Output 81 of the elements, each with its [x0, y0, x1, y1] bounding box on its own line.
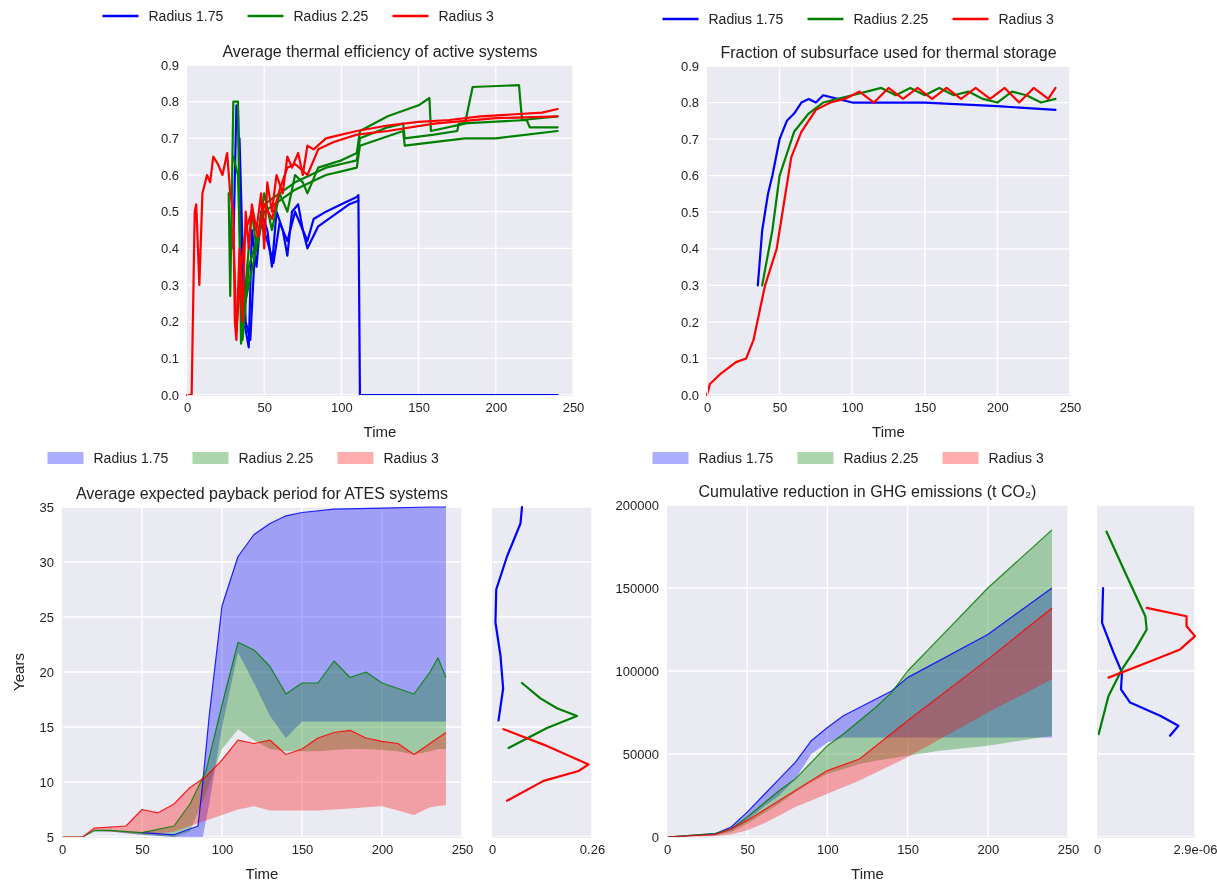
x-tick-label: 50 — [740, 842, 755, 858]
legend-label: Radius 3 — [988, 450, 1044, 466]
legend-label: Radius 3 — [998, 11, 1054, 27]
y-tick-label: 30 — [39, 554, 54, 570]
x-tick-label: 150 — [408, 400, 430, 416]
y-tick-label: 20 — [39, 664, 54, 680]
y-tick-label: 0 — [651, 829, 659, 845]
legend-label: Radius 1.75 — [698, 450, 774, 466]
x-tick-label: 250 — [1057, 842, 1080, 858]
x-tick-label: 200 — [987, 400, 1009, 416]
x-tick-label: 0 — [663, 842, 672, 858]
y-tick-label: 0.7 — [160, 130, 179, 146]
y-tick-label: 200000 — [615, 497, 659, 513]
legend-label: Radius 2.25 — [238, 450, 314, 466]
x-tick-label: 200 — [977, 842, 1000, 858]
x-tick-label: 250 — [562, 400, 585, 416]
x-tick-label: 2.9e-06 — [1173, 842, 1217, 858]
y-tick-label: 0.4 — [680, 241, 699, 257]
chart-title: Average expected payback period for ATES systems — [75, 485, 449, 502]
x-tick-label: 0 — [58, 842, 67, 858]
y-tick-label: 5 — [46, 829, 54, 845]
x-tick-label: 0 — [1093, 842, 1102, 858]
y-tick-label: 0.0 — [160, 387, 179, 403]
x-tick-label: 100 — [841, 400, 864, 416]
y-tick-label: 0.6 — [160, 167, 179, 183]
y-tick-label: 0.2 — [160, 314, 179, 330]
y-tick-label: 150000 — [615, 580, 659, 596]
x-tick-label: 0.26 — [579, 842, 606, 858]
chart-title: Fraction of subsurface used for thermal storage — [720, 44, 1057, 61]
y-tick-label: 35 — [39, 499, 54, 515]
y-tick-label: 0.8 — [160, 94, 179, 110]
legend-label: Radius 2.25 — [853, 11, 929, 27]
x-tick-label: 50 — [135, 842, 150, 858]
x-tick-label: 200 — [371, 842, 394, 858]
chart-title: Cumulative reduction in GHG emissions (t CO₂) — [698, 483, 1037, 500]
x-tick-label: 200 — [485, 400, 508, 416]
legend-label: Radius 1.75 — [148, 8, 224, 24]
y-tick-label: 0.4 — [160, 240, 179, 256]
x-tick-label: 250 — [451, 842, 474, 858]
x-tick-label: 100 — [211, 842, 234, 858]
legend-label: Radius 3 — [438, 8, 494, 24]
x-tick-label: 50 — [772, 400, 788, 416]
x-tick-label: 150 — [897, 842, 919, 858]
y-tick-label: 0.6 — [680, 168, 699, 184]
legend-label: Radius 1.75 — [708, 11, 784, 27]
legend-label: Radius 3 — [383, 450, 439, 466]
x-axis-title: Time — [851, 865, 884, 881]
y-tick-label: 0.2 — [680, 314, 699, 330]
x-axis-title: Time — [245, 865, 279, 881]
y-tick-label: 0.5 — [160, 204, 179, 220]
y-tick-label: 15 — [39, 719, 54, 735]
legend-label: Radius 2.25 — [843, 450, 919, 466]
y-tick-label: 0.3 — [160, 277, 179, 293]
y-tick-label: 0.3 — [680, 277, 699, 293]
y-tick-label: 0.9 — [160, 57, 179, 73]
y-tick-label: 0.7 — [680, 131, 699, 147]
x-tick-label: 50 — [257, 400, 272, 416]
y-tick-label: 25 — [39, 609, 54, 625]
y-tick-label: 0.9 — [680, 58, 699, 74]
x-tick-label: 100 — [817, 842, 839, 858]
y-tick-label: 0.5 — [680, 204, 699, 220]
chart-title: Average thermal efficiency of active systems — [222, 43, 538, 60]
y-axis-title: Years — [10, 653, 27, 691]
x-tick-label: 250 — [1059, 400, 1082, 416]
x-tick-label: 0 — [488, 842, 497, 858]
x-tick-label: 150 — [291, 842, 314, 858]
y-tick-label: 50000 — [622, 746, 659, 762]
y-tick-label: 10 — [39, 774, 54, 790]
y-tick-label: 100000 — [615, 663, 659, 679]
legend-label: Radius 2.25 — [293, 8, 369, 24]
x-axis-title: Time — [872, 423, 905, 440]
y-tick-label: 0.1 — [680, 351, 699, 367]
x-tick-label: 100 — [331, 400, 353, 416]
x-tick-label: 0 — [183, 400, 192, 416]
x-tick-label: 150 — [914, 400, 937, 416]
x-axis-title: Time — [363, 423, 397, 440]
x-tick-label: 0 — [703, 400, 712, 416]
y-tick-label: 0.1 — [160, 350, 179, 366]
y-tick-label: 0.0 — [680, 387, 699, 403]
y-tick-label: 0.8 — [680, 95, 699, 111]
legend-label: Radius 1.75 — [93, 450, 169, 466]
